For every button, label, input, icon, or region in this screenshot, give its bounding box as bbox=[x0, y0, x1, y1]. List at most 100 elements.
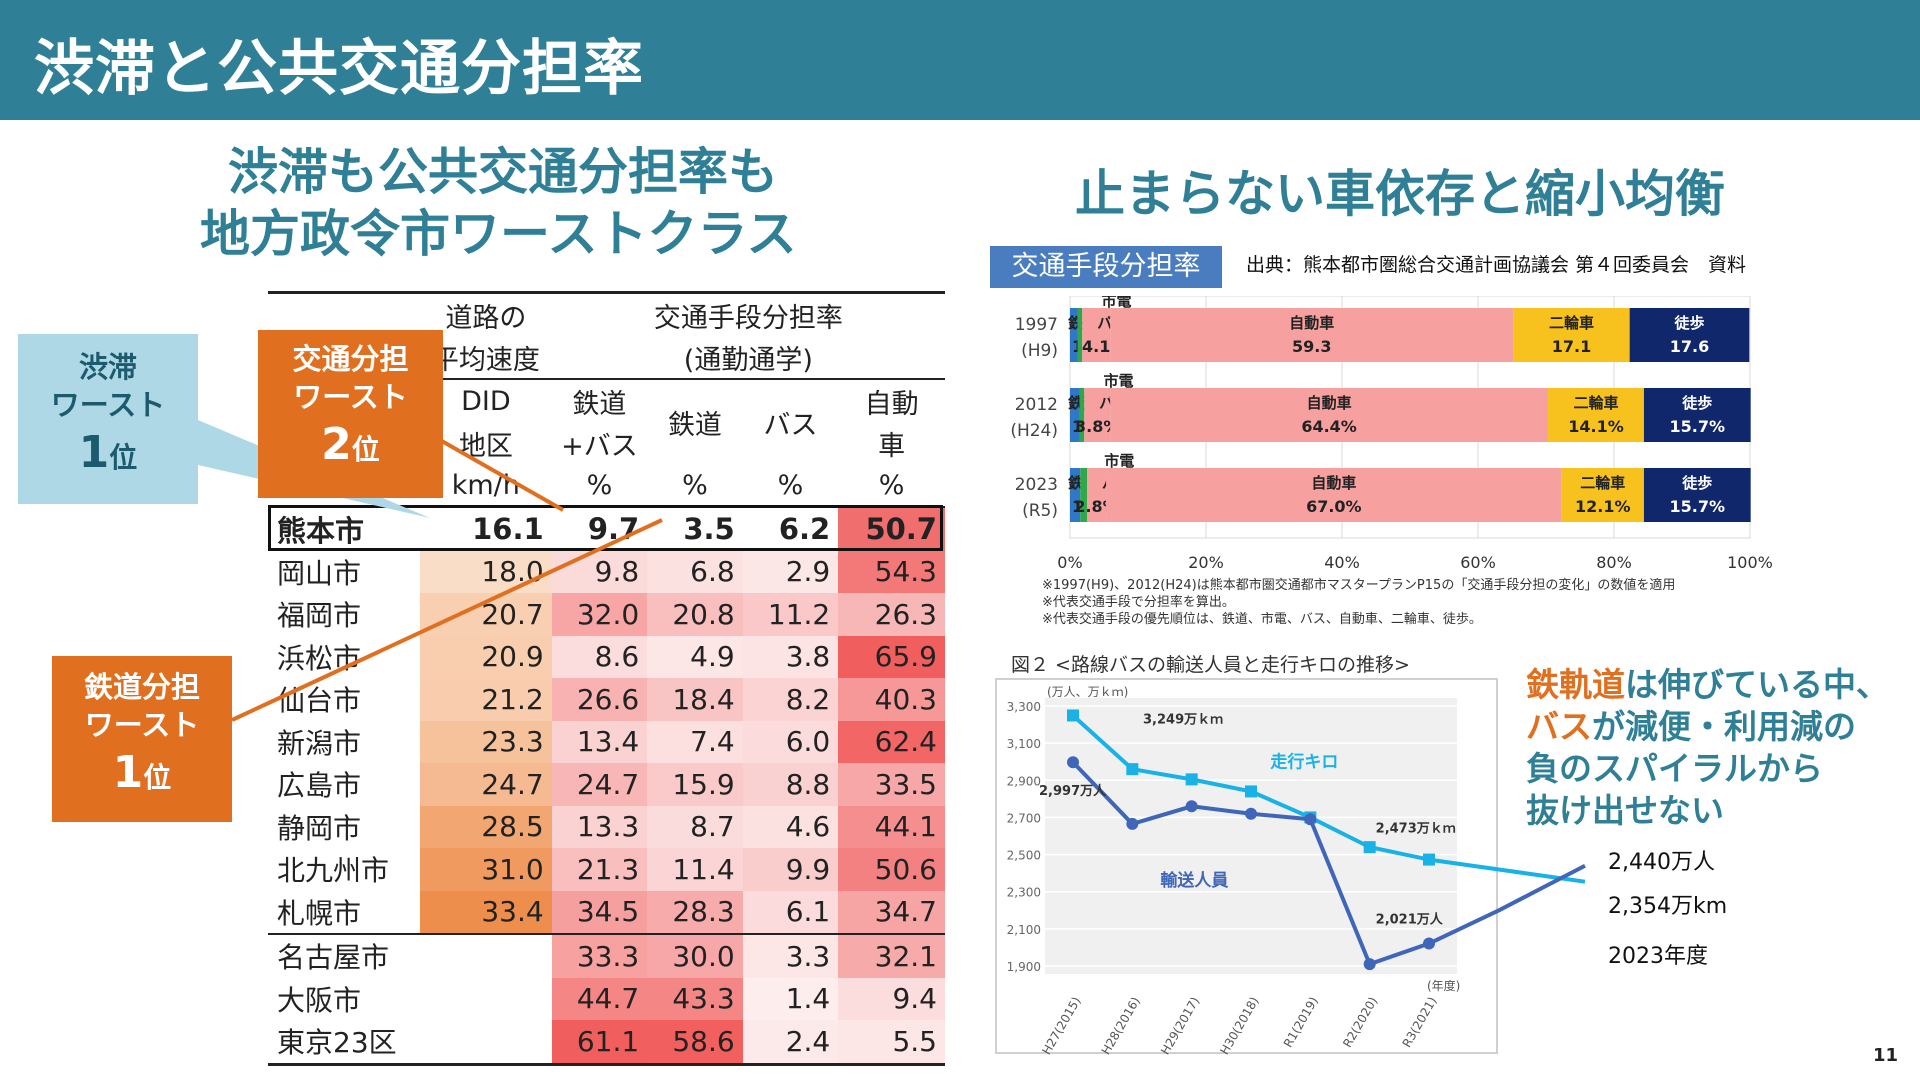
callout2-pointer bbox=[439, 438, 564, 512]
chart1-data-label: 17.6 bbox=[1670, 337, 1709, 356]
city-name: 札幌市 bbox=[277, 896, 362, 930]
chart1-x-tick: 60% bbox=[1460, 553, 1496, 572]
city-name: 北九州市 bbox=[277, 854, 390, 888]
city-name: 熊本市 bbox=[277, 514, 365, 549]
cell-rail: 7.4 bbox=[647, 720, 743, 763]
page-number: 11 bbox=[1872, 1045, 1898, 1066]
table-row: 名古屋市 33.3 30.0 3.3 32.1 bbox=[268, 934, 945, 978]
chart2-annotation: 2,473万ｋｍ bbox=[1376, 821, 1456, 836]
chart1-series-name: 二輪車 bbox=[1580, 474, 1625, 492]
cell-car: 5.5 bbox=[838, 1020, 945, 1064]
table-row: 福岡市 20.7 32.0 20.8 11.2 26.3 bbox=[268, 593, 945, 636]
chart1-note-3: ※代表交通手段の優先順位は、鉄道、市電、バス、自動車、二輪車、徒歩。 bbox=[1042, 612, 1482, 627]
chart1-series-name: 徒歩 bbox=[1681, 474, 1712, 492]
cell-speed: 16.1 bbox=[420, 507, 552, 551]
header-speed-1: 道路の bbox=[420, 292, 552, 336]
chart2-x-tick: R1(2019) bbox=[1281, 995, 1321, 1050]
chart1-data-label: 14.1% bbox=[1568, 417, 1624, 436]
chart2-point bbox=[1067, 709, 1079, 722]
header-railbus-2: +バス bbox=[551, 422, 648, 464]
chart2-pax-extension bbox=[1428, 863, 1586, 946]
chart1-bar-segment bbox=[1643, 388, 1751, 442]
chart1-x-tick: 80% bbox=[1596, 553, 1632, 572]
left-heading-line1: 渋滞も公共交通分担率も bbox=[228, 143, 778, 201]
header-car-2: 車 bbox=[838, 422, 945, 464]
cell-car: 26.3 bbox=[838, 593, 945, 636]
city-name: 大阪市 bbox=[277, 983, 362, 1017]
cell-railbus: 44.7 bbox=[551, 977, 648, 1020]
callout3-pointer bbox=[231, 518, 663, 722]
cell-bus: 9.9 bbox=[742, 848, 839, 891]
header-bus: バス bbox=[742, 379, 839, 464]
table-row: 北九州市 31.0 21.3 11.4 9.9 50.6 bbox=[268, 848, 945, 891]
header-rail: 鉄道 bbox=[647, 379, 743, 464]
table-row: 仙台市 21.2 26.6 18.4 8.2 40.3 bbox=[268, 678, 945, 721]
cell-rail: 30.0 bbox=[647, 934, 743, 978]
table-row: 岡山市 18.0 9.8 6.8 2.9 54.3 bbox=[268, 550, 945, 593]
chart1-note-1: ※1997(H9)、2012(H24)は熊本都市圏交通都市マスタープランP15の… bbox=[1042, 578, 1676, 593]
cell-railbus: 9.7 bbox=[551, 507, 648, 551]
cell-bus: 3.8 bbox=[742, 635, 839, 678]
chart1-data-label: 15.7% bbox=[1670, 417, 1726, 436]
chart1-note-2: ※代表交通手段で分担率を算出。 bbox=[1042, 595, 1235, 610]
chart2-y-label: (万人、万ｋｍ) bbox=[1047, 685, 1128, 699]
chart1-series-name: 徒歩 bbox=[1681, 394, 1712, 412]
cell-car: 62.4 bbox=[838, 720, 945, 763]
chart1-bar-segment bbox=[1082, 308, 1111, 362]
chart2-x-label: (年度) bbox=[1427, 978, 1460, 993]
chart2-annotation: 2,997万人 bbox=[1039, 783, 1107, 799]
cell-rail: 20.8 bbox=[647, 593, 743, 636]
chart1-bar-segment bbox=[1106, 468, 1562, 522]
chart1-x-tick: 20% bbox=[1188, 553, 1224, 572]
cell-bus: 3.3 bbox=[742, 934, 839, 978]
cell-rail: 28.3 bbox=[647, 890, 743, 934]
header-railbus-1: 鉄道 bbox=[551, 379, 648, 422]
bus-trend-chart-title: 図２ <路線バスの輸送人員と走行キロの推移> bbox=[1011, 654, 1410, 676]
chart2-point bbox=[1423, 853, 1435, 866]
header-share-2: (通勤通学) bbox=[551, 336, 945, 379]
chart1-x-tick: 40% bbox=[1324, 553, 1360, 572]
chart1-data-label: 4.1 bbox=[1082, 337, 1110, 356]
chart2-y-tick: 1,900 bbox=[1007, 960, 1041, 974]
cell-railbus: 34.5 bbox=[551, 890, 648, 934]
city-name: 浜松市 bbox=[277, 641, 362, 675]
chart1-bar-segment bbox=[1110, 388, 1549, 442]
cell-rail: 18.4 bbox=[647, 678, 743, 721]
bus-trend-chart: 3,300 3,100 2,900 2,700 2,500 2,300 2,100 1,900… bbox=[1007, 685, 1586, 1058]
rail-bus-commentary: 鉄軌道は伸びている中、 バスが減便・利用減の 負のスパイラルから 抜け出せない bbox=[1526, 665, 1889, 830]
chart1-series-name: 二輪車 bbox=[1549, 314, 1594, 332]
city-name: 福岡市 bbox=[277, 599, 362, 633]
cell-bus: 4.6 bbox=[742, 805, 839, 848]
km-2023-value: 2,354万km bbox=[1608, 894, 1728, 919]
chart1-data-label: 12.1% bbox=[1575, 497, 1631, 516]
chart2-x-tick: H27(2015) bbox=[1039, 995, 1083, 1058]
cell-railbus: 32.0 bbox=[551, 593, 648, 636]
chart2-y-tick: 2,900 bbox=[1007, 774, 1041, 788]
chart2-x-tick: R2(2020) bbox=[1340, 995, 1380, 1050]
chart1-bar-segment bbox=[1513, 308, 1630, 362]
cell-speed: 28.5 bbox=[420, 805, 552, 848]
header-bus-unit: % bbox=[742, 464, 839, 507]
chart1-data-label: 15.7% bbox=[1670, 497, 1726, 516]
cell-car: 50.7 bbox=[838, 507, 945, 551]
table-row: 広島市 24.7 24.7 15.9 8.8 33.5 bbox=[268, 763, 945, 806]
chart1-bar-segment bbox=[1087, 468, 1107, 522]
city-name: 静岡市 bbox=[277, 811, 362, 845]
right-heading: 止まらない車依存と縮小均衡 bbox=[1075, 165, 1725, 223]
chart2-y-tick: 2,100 bbox=[1007, 923, 1041, 937]
chart1-category-label: 1997 bbox=[1015, 315, 1058, 335]
header-railbus-unit: % bbox=[551, 464, 648, 507]
chart2-plot-area bbox=[1045, 698, 1457, 974]
bus-trend-chart-frame bbox=[995, 678, 1498, 1054]
table-row: 新潟市 23.3 13.4 7.4 6.0 62.4 bbox=[268, 720, 945, 763]
chart2-point bbox=[1245, 785, 1257, 798]
cell-bus: 11.2 bbox=[742, 593, 839, 636]
header-share-1: 交通手段分担率 bbox=[551, 292, 945, 336]
cell-railbus: 9.8 bbox=[551, 550, 648, 593]
chart2-annotation: 3,249万ｋｍ bbox=[1143, 712, 1223, 727]
chart1-bar-segment bbox=[1080, 468, 1087, 522]
cell-speed: 31.0 bbox=[420, 848, 552, 891]
cell-car: 65.9 bbox=[838, 635, 945, 678]
chart1-data-label: 17.1 bbox=[1552, 337, 1591, 356]
year-2023-label: 2023年度 bbox=[1608, 944, 1708, 969]
